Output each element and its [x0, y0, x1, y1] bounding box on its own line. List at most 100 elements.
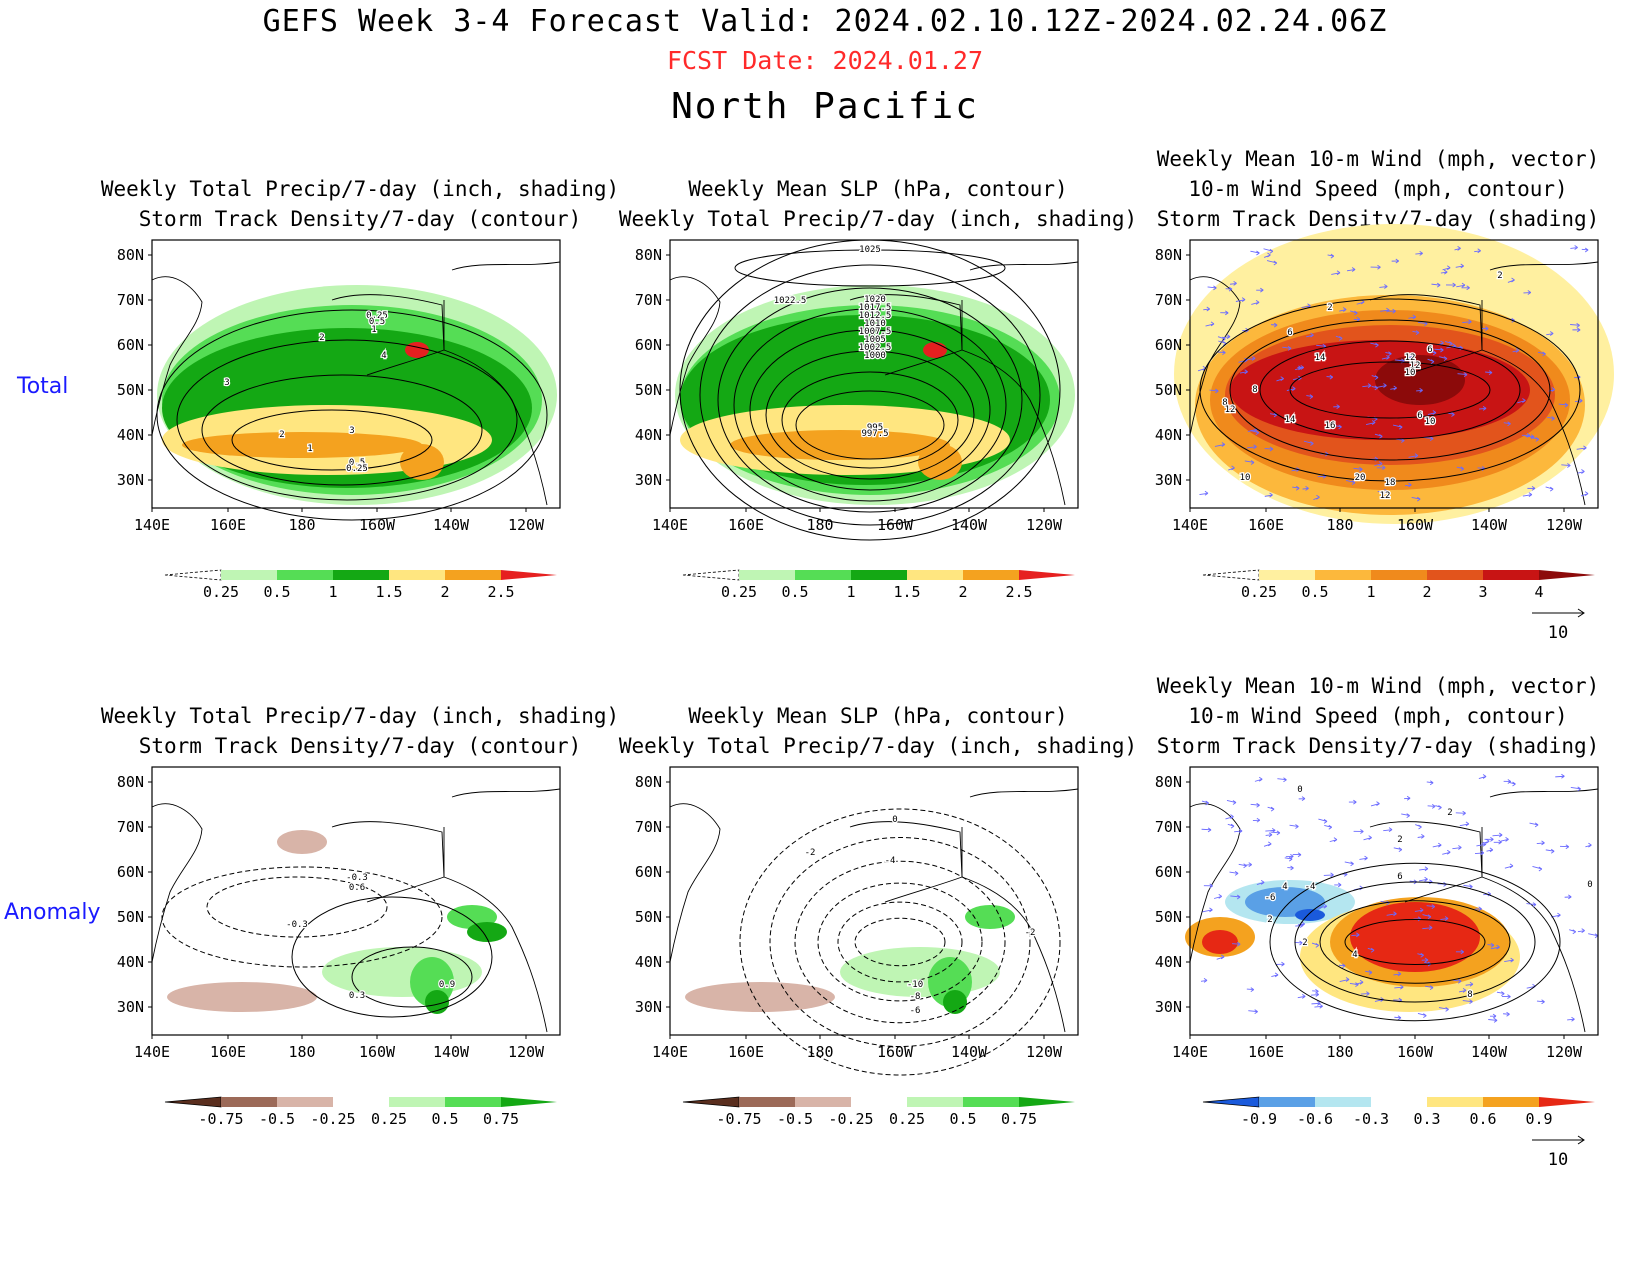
wind-vector: [1388, 308, 1396, 314]
wind-vector: [1522, 492, 1533, 498]
figure-title: GEFS Week 3-4 Forecast Valid: 2024.02.10…: [262, 4, 1388, 39]
contour-label: 8: [1222, 398, 1227, 408]
contour-label: 2: [1327, 303, 1332, 313]
wind-vector: [1225, 286, 1233, 292]
wind-vector: [1377, 488, 1388, 494]
wind-vector: [1537, 351, 1546, 357]
map-frame: [669, 239, 1079, 509]
wind-vector: [1338, 963, 1346, 969]
contour-label: 12: [1380, 491, 1391, 501]
colorbar-tick-label: 0.3: [1413, 1110, 1440, 1128]
colorbar-box: [389, 1097, 445, 1107]
wind-vector: [1465, 981, 1474, 987]
panel-title-line: Weekly Mean SLP (hPa, contour): [688, 704, 1068, 728]
colorbar-tick-label: 0.75: [1001, 1110, 1037, 1128]
lon-tick-label: 140E: [134, 516, 170, 534]
wind-vector: [1303, 440, 1314, 446]
coastline-arctic: [1489, 261, 1599, 271]
colorbar-end: [1019, 1097, 1075, 1107]
wind-vector: [1312, 988, 1319, 994]
wind-vector: [1455, 949, 1465, 955]
colorbar-box: [907, 1097, 963, 1107]
map-total-slp-precip: 1025 1022.5 10201017.51012.510101007.51005…: [635, 239, 1079, 541]
colorbar-tick-label: 0.5: [781, 583, 808, 601]
wind-vector: [1501, 994, 1511, 1000]
contour-line: [817, 882, 983, 1002]
wind-vector: [1588, 933, 1599, 939]
wind-vector: [1199, 490, 1209, 496]
colorbar-box: [277, 570, 333, 580]
wind-vector: [1333, 424, 1342, 430]
contour-label: 0: [1297, 785, 1302, 795]
map-frame: [1189, 766, 1599, 1036]
contour-label: 4: [1282, 882, 1287, 892]
colorbar-tick-label: 0.9: [1525, 1110, 1552, 1128]
wind-vector: [1393, 971, 1402, 977]
lat-tick-label: 30N: [1155, 998, 1182, 1016]
wind-vector: [1474, 850, 1485, 856]
contour-line: [739, 808, 1061, 1076]
lat-tick-label: 70N: [635, 291, 662, 309]
wind-vector: [1572, 327, 1581, 333]
vector-reference-legend: 10: [1532, 608, 1585, 643]
wind-vector: [1203, 883, 1213, 889]
colorbar-tick-label: 4: [1534, 583, 1543, 601]
wind-vector: [1426, 780, 1434, 786]
wind-vector: [1310, 992, 1319, 997]
colorbar-tick-label: 3: [1478, 583, 1487, 601]
wind-vector: [1404, 795, 1411, 801]
map-anomaly-slp-precip: 0 -2 -4 -10 -8 -6 -2 80N 70N 60N 50N 40N 30N 140E 160E…: [635, 766, 1079, 1076]
wind-vector: [1306, 394, 1314, 399]
contour-label: 1002.5: [859, 343, 892, 353]
contour-label: 16: [1325, 421, 1336, 431]
lon-tick-label: 140E: [1172, 516, 1208, 534]
colorbar-box: [907, 570, 963, 580]
wind-vector: [1275, 961, 1285, 967]
colorbar-box: [221, 1097, 277, 1107]
lat-tick-label: 80N: [635, 246, 662, 264]
wind-vector: [1363, 835, 1372, 841]
wind-vector: [1229, 871, 1239, 876]
contour-line: [1344, 919, 1486, 965]
colorbar-storm-track-total: 0.25 0.5 1 2 3 4: [1202, 569, 1595, 601]
map-frame: [1189, 239, 1599, 509]
wind-vector: [1248, 1009, 1258, 1015]
wind-vector: [1359, 855, 1368, 861]
wind-vector: [1427, 804, 1436, 809]
wind-vector: [1201, 800, 1209, 806]
contour-label: 1000: [864, 351, 886, 361]
coastline-asia: [1189, 276, 1241, 436]
wind-vector: [1317, 903, 1328, 909]
coastline-arctic: [451, 261, 561, 271]
lat-tick-label: 60N: [117, 336, 144, 354]
wind-vector: [1411, 496, 1421, 502]
lon-tick-label: 140E: [134, 1043, 170, 1061]
shading-region: [1295, 909, 1325, 921]
wind-vector: [1232, 941, 1241, 947]
colorbar-tick-label: 1.5: [375, 583, 402, 601]
wind-vector: [1346, 267, 1356, 272]
wind-vector: [1329, 837, 1338, 843]
wind-vector: [1379, 284, 1388, 289]
wind-vector: [1564, 894, 1572, 900]
wind-vector: [1415, 250, 1423, 256]
wind-vector: [1314, 1003, 1323, 1009]
wind-vector: [1561, 463, 1571, 468]
contour-label: 0.9: [439, 980, 455, 990]
wind-vector: [1545, 848, 1555, 854]
wind-vector: [1339, 977, 1350, 982]
lat-tick-label: 30N: [1155, 471, 1182, 489]
wind-vector: [1440, 916, 1449, 921]
coastline-asia: [151, 803, 203, 963]
wind-vector: [1250, 250, 1260, 256]
wind-vector: [1479, 405, 1487, 411]
contour-label: 12: [1410, 361, 1421, 371]
wind-vector: [1580, 491, 1589, 497]
contour-label: 1005: [864, 335, 886, 345]
coastline-arctic: [969, 788, 1079, 798]
wind-vector: [1529, 822, 1539, 828]
colorbar-box: [389, 570, 445, 580]
coastline-north-america: [443, 876, 548, 1033]
contour-label: 3: [349, 426, 354, 436]
